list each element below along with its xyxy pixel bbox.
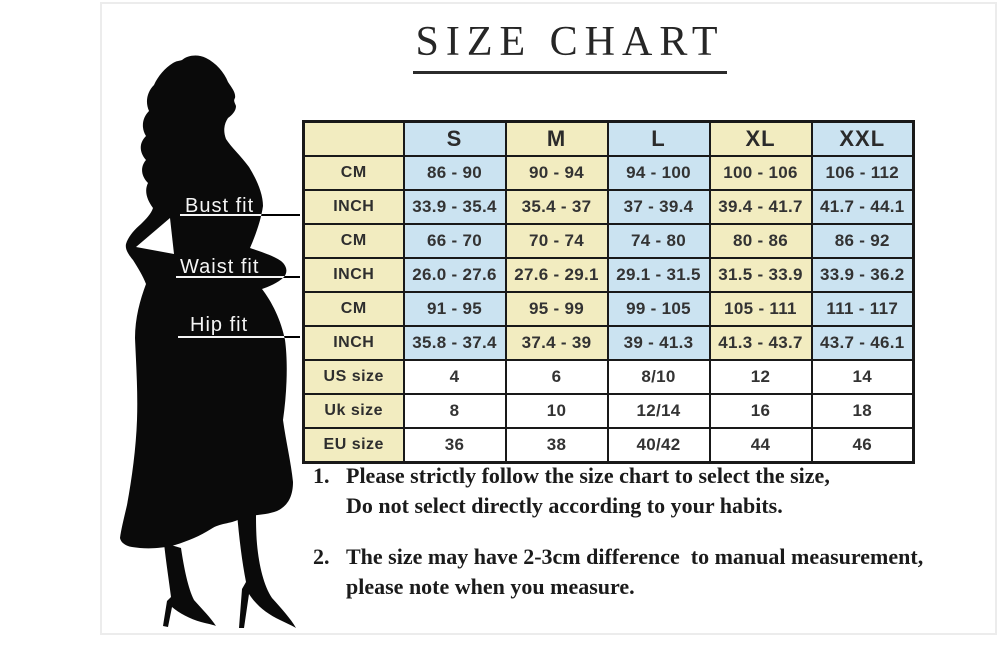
row-label: CM xyxy=(302,155,405,191)
size-cell: 16 xyxy=(708,393,813,429)
size-cell: 70 - 74 xyxy=(504,223,609,259)
note-1-text: Please strictly follow the size chart to… xyxy=(346,461,830,521)
silhouette-left-leg xyxy=(163,543,216,627)
page-title: SIZE CHART xyxy=(415,19,725,65)
size-cell: 10 xyxy=(504,393,609,429)
size-cell: 33.9 - 36.2 xyxy=(810,257,915,293)
table-row: Uk size 8 10 12/14 16 18 xyxy=(302,393,915,429)
hip-fit-label: Hip fit xyxy=(190,314,249,336)
row-label: INCH xyxy=(302,189,405,225)
image-frame-border xyxy=(100,2,997,635)
size-column-header: XL xyxy=(708,120,813,157)
size-cell: 12 xyxy=(708,359,813,395)
size-cell: 95 - 99 xyxy=(504,291,609,327)
size-cell: 8/10 xyxy=(606,359,711,395)
size-cell: 94 - 100 xyxy=(606,155,711,191)
note-1-number: 1. xyxy=(313,463,330,488)
note-2: 2. The size may have 2-3cm difference to… xyxy=(313,542,923,602)
size-cell: 91 - 95 xyxy=(402,291,507,327)
table-row: CM 66 - 70 70 - 74 74 - 80 80 - 86 86 - 92 xyxy=(302,223,915,259)
size-column-header: L xyxy=(606,120,711,157)
size-column-header: M xyxy=(504,120,609,157)
size-cell: 80 - 86 xyxy=(708,223,813,259)
size-cell: 27.6 - 29.1 xyxy=(504,257,609,293)
table-row: INCH 26.0 - 27.6 27.6 - 29.1 29.1 - 31.5 31.… xyxy=(302,257,915,293)
size-table: S M L XL XXL CM 86 - 90 90 - 94 94 - 100 100 - 10… xyxy=(302,120,915,464)
size-cell: 106 - 112 xyxy=(810,155,915,191)
row-label: CM xyxy=(302,291,405,327)
size-cell: 41.3 - 43.7 xyxy=(708,325,813,361)
silhouette-right-leg xyxy=(237,513,296,628)
row-label: INCH xyxy=(302,257,405,293)
size-cell: 66 - 70 xyxy=(402,223,507,259)
row-label: INCH xyxy=(302,325,405,361)
size-cell: 31.5 - 33.9 xyxy=(708,257,813,293)
size-cell: 18 xyxy=(810,393,915,429)
size-cell: 86 - 90 xyxy=(402,155,507,191)
size-cell: 74 - 80 xyxy=(606,223,711,259)
hip-fit-pointer-line xyxy=(178,336,300,338)
size-column-header: XXL xyxy=(810,120,915,157)
size-cell: 44 xyxy=(708,427,813,464)
size-cell: 36 xyxy=(402,427,507,464)
size-cell: 37.4 - 39 xyxy=(504,325,609,361)
row-label: Uk size xyxy=(302,393,405,429)
note-2-text: The size may have 2-3cm difference to ma… xyxy=(346,542,923,602)
size-cell: 86 - 92 xyxy=(810,223,915,259)
size-cell: 26.0 - 27.6 xyxy=(402,257,507,293)
bust-fit-pointer-line xyxy=(180,214,300,216)
size-cell: 37 - 39.4 xyxy=(606,189,711,225)
note-1-line-1: Please strictly follow the size chart to… xyxy=(346,463,830,488)
size-cell: 39 - 41.3 xyxy=(606,325,711,361)
table-row: US size 4 6 8/10 12 14 xyxy=(302,359,915,395)
bust-fit-label: Bust fit xyxy=(185,195,255,217)
size-cell: 40/42 xyxy=(606,427,711,464)
table-row: CM 86 - 90 90 - 94 94 - 100 100 - 106 106 - 1… xyxy=(302,155,915,191)
size-cell: 35.4 - 37 xyxy=(504,189,609,225)
page-title-underline: SIZE CHART xyxy=(413,18,727,74)
size-cell: 105 - 111 xyxy=(708,291,813,327)
size-cell: 38 xyxy=(504,427,609,464)
table-row: INCH 35.8 - 37.4 37.4 - 39 39 - 41.3 41.3 - … xyxy=(302,325,915,361)
size-cell: 35.8 - 37.4 xyxy=(402,325,507,361)
note-2-line-2: please note when you measure. xyxy=(346,574,635,599)
row-label: US size xyxy=(302,359,405,395)
size-cell: 6 xyxy=(504,359,609,395)
note-2-line-1: The size may have 2-3cm difference to ma… xyxy=(346,544,924,569)
size-cell: 90 - 94 xyxy=(504,155,609,191)
size-cell: 111 - 117 xyxy=(810,291,915,327)
size-cell: 43.7 - 46.1 xyxy=(810,325,915,361)
silhouette-body xyxy=(120,55,293,549)
size-column-header: S xyxy=(402,120,507,157)
size-cell: 46 xyxy=(810,427,915,464)
table-row: CM 91 - 95 95 - 99 99 - 105 105 - 111 111 - 1… xyxy=(302,291,915,327)
table-row: EU size 36 38 40/42 44 46 xyxy=(302,427,915,464)
size-cell: 4 xyxy=(402,359,507,395)
note-1: 1. Please strictly follow the size chart… xyxy=(313,461,830,521)
note-2-number: 2. xyxy=(313,544,330,569)
waist-fit-label: Waist fit xyxy=(180,256,260,278)
size-cell: 12/14 xyxy=(606,393,711,429)
size-cell: 99 - 105 xyxy=(606,291,711,327)
size-cell: 100 - 106 xyxy=(708,155,813,191)
size-cell: 29.1 - 31.5 xyxy=(606,257,711,293)
arm-gap xyxy=(136,218,174,254)
size-cell: 8 xyxy=(402,393,507,429)
waist-fit-pointer-line xyxy=(176,276,300,278)
size-cell: 14 xyxy=(810,359,915,395)
size-cell: 39.4 - 41.7 xyxy=(708,189,813,225)
row-label: EU size xyxy=(302,427,405,464)
size-cell: 33.9 - 35.4 xyxy=(402,189,507,225)
note-1-line-2: Do not select directly according to your… xyxy=(346,493,783,518)
row-label: CM xyxy=(302,223,405,259)
table-corner-cell xyxy=(302,120,405,157)
size-cell: 41.7 - 44.1 xyxy=(810,189,915,225)
table-row: INCH 33.9 - 35.4 35.4 - 37 37 - 39.4 39.4 - … xyxy=(302,189,915,225)
